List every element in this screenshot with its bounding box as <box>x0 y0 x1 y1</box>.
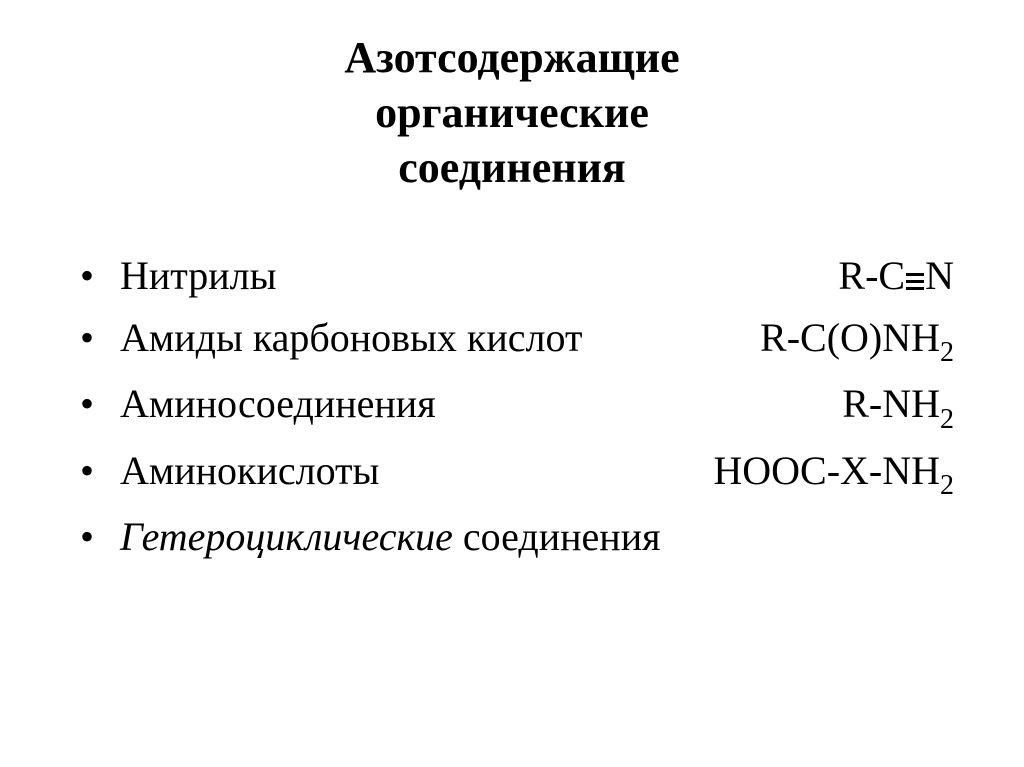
list-item-amides: • Амиды карбоновых кислот R-C(O)NH2 <box>80 307 964 373</box>
label-nitriles: Нитрилы <box>120 245 277 307</box>
list-item-aminoacids: • Аминокислоты HOOC-X-NH2 <box>80 440 964 506</box>
bullet-icon: • <box>80 440 120 502</box>
label-aminoacids: Аминокислоты <box>120 440 379 502</box>
title-line-3: соединения <box>398 143 625 192</box>
formula-subscript: 2 <box>940 337 954 368</box>
formula-amides: R-C(O)NH2 <box>730 307 964 373</box>
triple-bond-icon <box>906 271 924 291</box>
slide: Азотсодержащие органические соединения •… <box>0 0 1024 767</box>
compound-list: • Нитрилы R-C N • Амиды карбоновых кислот… <box>80 245 964 568</box>
formula-part: N <box>925 253 954 298</box>
formula-part: HOOC-X-NH <box>713 448 940 493</box>
bullet-icon: • <box>80 307 120 369</box>
formula-aminoacids: HOOC-X-NH2 <box>558 440 964 506</box>
bullet-icon: • <box>80 506 120 568</box>
slide-title: Азотсодержащие органические соединения <box>60 30 964 195</box>
label-amino: Аминосоединения <box>120 373 436 435</box>
formula-amino: R-NH2 <box>684 373 964 439</box>
label-heterocyclic: Гетероциклические соединения <box>120 506 661 568</box>
bullet-icon: • <box>80 245 120 307</box>
bullet-icon: • <box>80 373 120 435</box>
formula-subscript: 2 <box>940 404 954 435</box>
formula-nitriles: R-C N <box>588 245 964 307</box>
title-line-2: органические <box>375 88 649 137</box>
list-item-heterocyclic: • Гетероциклические соединения <box>80 506 964 568</box>
formula-part: R-C <box>838 253 905 298</box>
label-heterocyclic-rest: соединения <box>453 514 661 559</box>
formula-subscript: 2 <box>940 470 954 501</box>
formula-part: R-C(O)NH <box>760 315 940 360</box>
formula-part: R-NH <box>842 381 940 426</box>
label-heterocyclic-italic: Гетероциклические <box>120 514 453 559</box>
list-item-nitriles: • Нитрилы R-C N <box>80 245 964 307</box>
list-item-amino: • Аминосоединения R-NH2 <box>80 373 964 439</box>
title-line-1: Азотсодержащие <box>344 33 679 82</box>
label-amides: Амиды карбоновых кислот <box>120 307 582 369</box>
